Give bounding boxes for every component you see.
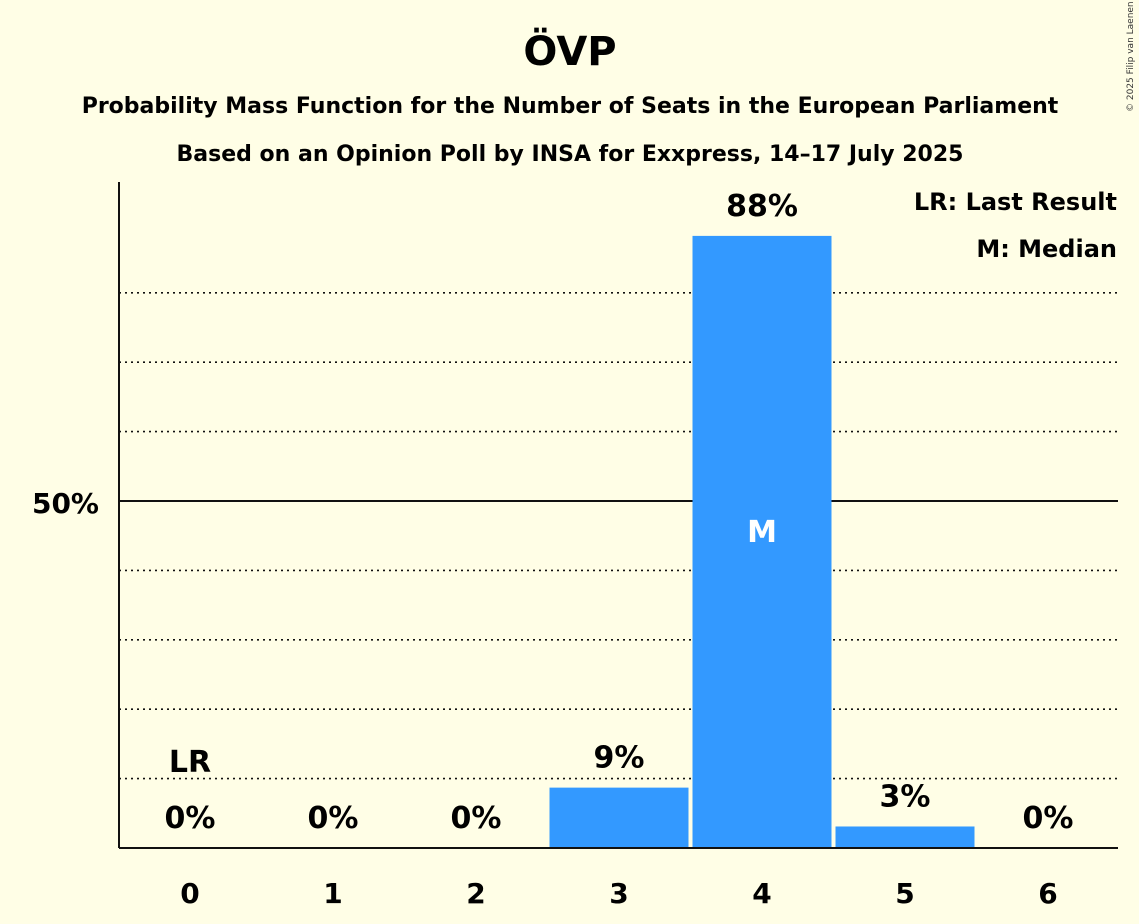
value-label-6: 0%	[1023, 801, 1074, 836]
legend-median: M: Median	[976, 235, 1117, 263]
bar-4	[692, 235, 832, 849]
last-result-marker: LR	[169, 745, 211, 780]
x-tick-5: 5	[895, 877, 914, 910]
copyright-text: © 2025 Filip van Laenen	[1126, 1, 1136, 112]
x-tick-1: 1	[323, 877, 342, 910]
y-tick-labels: 50%	[32, 487, 99, 520]
value-label-3: 9%	[594, 741, 645, 776]
legend-last-result: LR: Last Result	[914, 188, 1117, 216]
x-tick-0: 0	[180, 877, 199, 910]
bars	[549, 235, 975, 849]
chart-subtitle-1: Probability Mass Function for the Number…	[82, 94, 1059, 119]
value-label-5: 3%	[880, 779, 931, 814]
x-tick-4: 4	[752, 877, 771, 910]
value-label-0: 0%	[165, 801, 216, 836]
chart-subtitle-2: Based on an Opinion Poll by INSA for Exx…	[177, 142, 964, 167]
x-tick-2: 2	[466, 877, 485, 910]
value-labels: 0% LR 0% 0% 9% 88% M 3% 0%	[165, 189, 1074, 836]
x-tick-6: 6	[1038, 877, 1057, 910]
gridlines	[119, 291, 1118, 780]
value-label-4: 88%	[726, 189, 798, 224]
y-tick-label: 50%	[32, 487, 99, 520]
bar-5	[835, 826, 975, 848]
x-tick-3: 3	[609, 877, 628, 910]
x-tick-labels: 0 1 2 3 4 5 6	[180, 877, 1057, 910]
median-marker: M	[747, 515, 777, 550]
bar-3	[549, 787, 689, 848]
value-label-2: 0%	[451, 801, 502, 836]
chart-title: ÖVP	[523, 27, 616, 75]
value-label-1: 0%	[308, 801, 359, 836]
